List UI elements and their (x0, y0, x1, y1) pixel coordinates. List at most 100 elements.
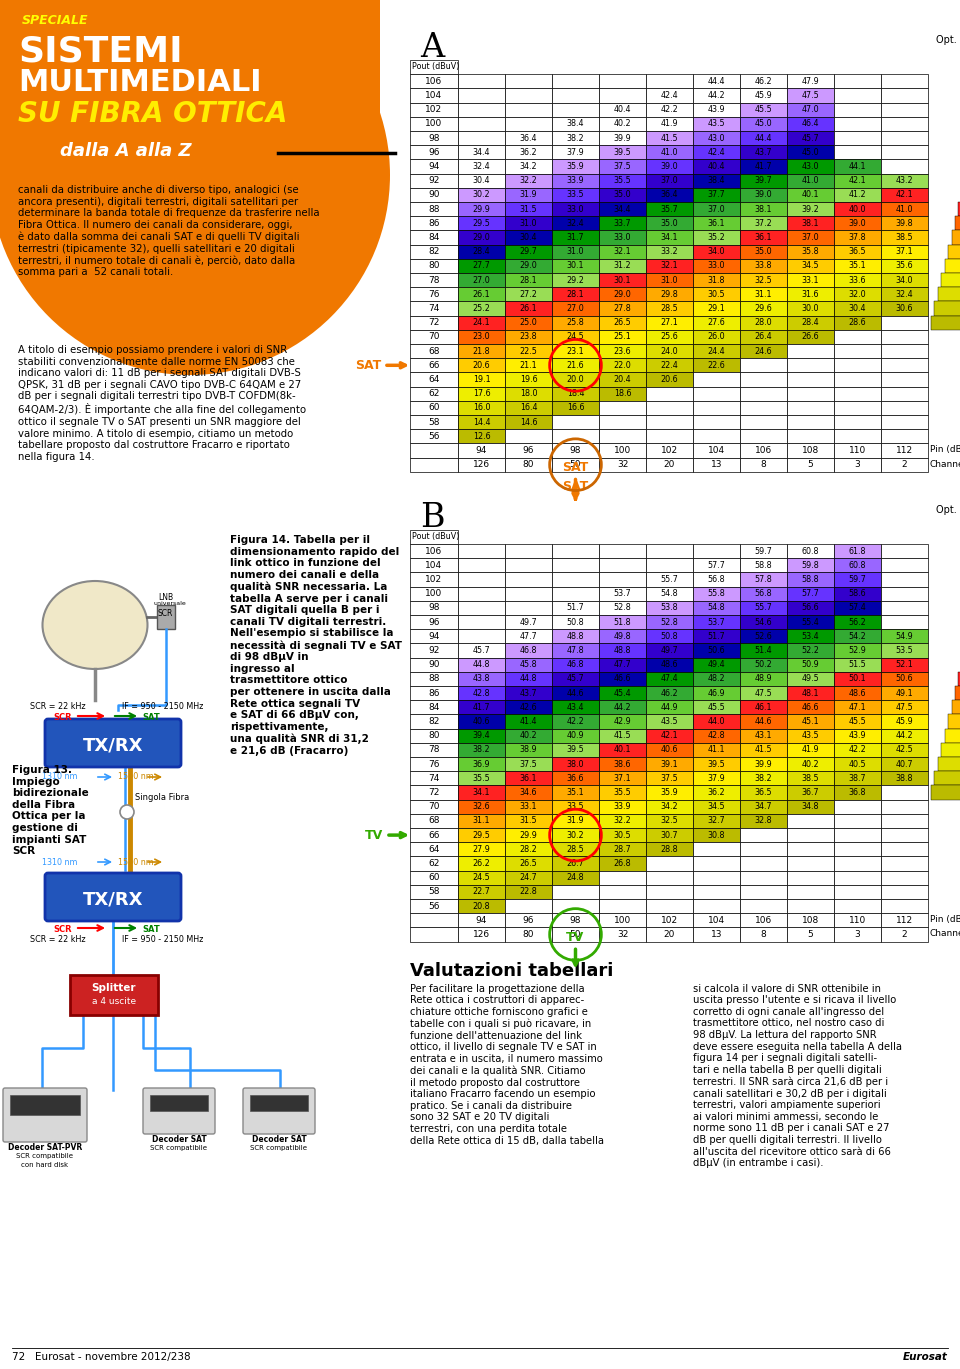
FancyBboxPatch shape (243, 1088, 315, 1134)
Bar (881, 757, 928, 771)
Bar (693, 415, 740, 430)
Bar (552, 828, 599, 842)
Text: 47.1: 47.1 (849, 702, 866, 712)
Bar (787, 615, 834, 630)
Bar (458, 301, 505, 316)
Text: 34.2: 34.2 (519, 162, 538, 171)
Bar (881, 316, 928, 330)
Bar (458, 272, 505, 287)
Text: 110: 110 (849, 446, 866, 455)
Bar (693, 188, 740, 203)
Text: 33.0: 33.0 (566, 204, 585, 214)
Bar (505, 630, 552, 643)
Bar (693, 884, 740, 899)
Text: 24.5: 24.5 (472, 873, 491, 882)
Text: 30.8: 30.8 (708, 831, 725, 839)
Text: 8: 8 (760, 460, 766, 470)
Bar (410, 543, 458, 559)
Bar (740, 344, 787, 359)
Bar (599, 230, 646, 245)
Text: 31.5: 31.5 (519, 816, 538, 826)
Bar (787, 743, 834, 757)
Text: 47.9: 47.9 (802, 77, 820, 86)
Text: 45.5: 45.5 (755, 105, 773, 114)
Text: 37.2: 37.2 (755, 219, 773, 227)
Bar (740, 630, 787, 643)
Bar (552, 700, 599, 715)
Text: 46.6: 46.6 (613, 675, 632, 683)
Bar (505, 715, 552, 728)
Bar (646, 287, 693, 301)
Text: 32.4: 32.4 (896, 290, 913, 298)
Bar (834, 559, 881, 572)
Bar (410, 657, 458, 672)
Text: 37.1: 37.1 (613, 773, 632, 783)
Text: 35.1: 35.1 (849, 261, 866, 271)
Bar (834, 700, 881, 715)
Bar (740, 316, 787, 330)
Bar (787, 89, 834, 103)
Bar (881, 813, 928, 828)
Bar (599, 359, 646, 372)
Bar (599, 543, 646, 559)
Text: 29.7: 29.7 (519, 248, 538, 256)
Bar (834, 203, 881, 216)
Bar (646, 203, 693, 216)
Text: 8: 8 (760, 930, 766, 939)
Bar (834, 415, 881, 430)
Bar (881, 700, 928, 715)
Text: 30.2: 30.2 (566, 831, 585, 839)
FancyBboxPatch shape (3, 1088, 87, 1142)
Text: 37.1: 37.1 (896, 248, 913, 256)
Bar (934, 771, 960, 786)
Bar (951, 230, 960, 245)
Text: SCR: SCR (53, 713, 72, 721)
Text: 1550 nm: 1550 nm (118, 858, 154, 867)
Text: 39.7: 39.7 (755, 177, 773, 185)
Text: 126: 126 (473, 930, 490, 939)
Bar (740, 615, 787, 630)
Text: 48.8: 48.8 (613, 646, 632, 654)
Text: 30.4: 30.4 (472, 177, 491, 185)
Bar (552, 615, 599, 630)
Bar (458, 230, 505, 245)
Text: 42.2: 42.2 (566, 717, 585, 726)
Text: 28.7: 28.7 (613, 845, 632, 854)
Text: 39.5: 39.5 (566, 745, 585, 754)
Text: 17.6: 17.6 (472, 389, 491, 398)
Bar (458, 415, 505, 430)
Bar (693, 89, 740, 103)
Text: 28.8: 28.8 (660, 845, 679, 854)
Bar (458, 401, 505, 415)
Bar (934, 301, 960, 316)
Text: 98: 98 (569, 446, 581, 455)
Text: 52.8: 52.8 (613, 604, 632, 612)
Text: 39.1: 39.1 (660, 760, 679, 768)
Bar (458, 728, 505, 743)
Text: 35.5: 35.5 (613, 789, 632, 797)
Bar (599, 287, 646, 301)
Bar (693, 116, 740, 131)
Text: 100: 100 (613, 916, 631, 925)
Text: 40.1: 40.1 (613, 745, 632, 754)
Bar (505, 586, 552, 601)
Text: 32.4: 32.4 (472, 162, 491, 171)
Bar (787, 272, 834, 287)
Text: 52.6: 52.6 (755, 632, 773, 641)
Bar (505, 245, 552, 259)
Bar (410, 927, 458, 942)
Bar (599, 813, 646, 828)
Text: 32: 32 (617, 930, 628, 939)
Bar (410, 828, 458, 842)
Text: 55.7: 55.7 (660, 575, 679, 585)
Text: 34.4: 34.4 (613, 204, 632, 214)
Text: 36.1: 36.1 (755, 233, 772, 242)
Text: TV: TV (566, 931, 585, 965)
Text: 47.4: 47.4 (660, 675, 679, 683)
Bar (881, 728, 928, 743)
Text: 49.1: 49.1 (896, 689, 913, 698)
Bar (410, 799, 458, 813)
Text: 88: 88 (428, 675, 440, 683)
Bar (740, 386, 787, 401)
Bar (834, 444, 881, 457)
